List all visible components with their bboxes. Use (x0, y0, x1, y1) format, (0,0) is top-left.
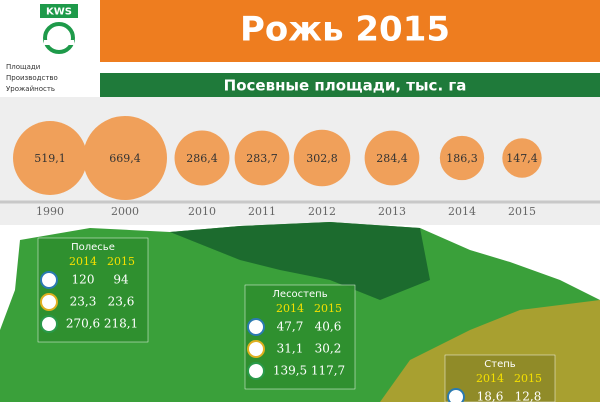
region-value: 40,6 (315, 320, 342, 334)
crop-icon (40, 293, 58, 311)
bubble (502, 138, 542, 178)
region-name: Лесостепь (272, 289, 327, 300)
bubble (83, 116, 167, 200)
region-value: 120 (72, 273, 95, 287)
region-value: 31,1 (277, 342, 304, 356)
region-value: 47,7 (277, 320, 304, 334)
bubble (364, 130, 420, 186)
x-tick-label: 2015 (508, 205, 536, 218)
region-value: 23,6 (108, 295, 135, 309)
x-tick-label: 2012 (308, 205, 336, 218)
menu-item[interactable]: Площади (6, 63, 40, 71)
value-label: 669,4 (109, 152, 141, 165)
year-header: 2014 (476, 372, 504, 385)
bubble (439, 135, 485, 181)
bubble (13, 121, 87, 195)
menu-item[interactable]: Производство (6, 74, 58, 82)
logo-plate (40, 4, 78, 18)
x-tick-label: 2010 (188, 205, 216, 218)
crop-icon (247, 318, 265, 336)
year-header: 2015 (514, 372, 542, 385)
logo-mark (43, 22, 75, 54)
region-value: 117,7 (311, 364, 345, 378)
region-name: Полесье (71, 242, 115, 253)
logo-text: KWS (46, 7, 72, 18)
region-value: 23,3 (70, 295, 97, 309)
bubble (174, 130, 230, 186)
year-header: 2014 (276, 302, 304, 315)
region-value: 139,5 (273, 364, 307, 378)
logo-mark (44, 40, 74, 45)
menu-item[interactable]: Урожайность (6, 85, 55, 93)
year-header: 2015 (107, 255, 135, 268)
x-tick-label: 2000 (111, 205, 139, 218)
region-value: 270,6 (66, 317, 100, 331)
region-value: 18,6 (477, 390, 504, 402)
map-region (170, 222, 430, 300)
year-header: 2014 (69, 255, 97, 268)
region-value: 30,2 (315, 342, 342, 356)
year-header: 2015 (314, 302, 342, 315)
subtitle: Посевные площади, тыс. га (224, 77, 467, 95)
x-tick-label: 2013 (378, 205, 406, 218)
title: Рожь 2015 (240, 10, 450, 50)
region-value: 94 (113, 273, 129, 287)
crop-icon (247, 340, 265, 358)
x-tick-label: 2014 (448, 205, 476, 218)
value-label: 186,3 (446, 152, 478, 165)
crop-icon (247, 362, 265, 380)
bubble (293, 129, 351, 187)
value-label: 147,4 (506, 152, 538, 165)
crop-icon (40, 315, 58, 333)
bubble (234, 130, 290, 186)
region-name: Степь (484, 359, 515, 370)
value-label: 519,1 (34, 152, 66, 165)
subtitle-bar (100, 73, 600, 97)
value-label: 286,4 (186, 152, 218, 165)
value-label: 284,4 (376, 152, 408, 165)
value-label: 283,7 (246, 152, 278, 165)
value-label: 302,8 (306, 152, 338, 165)
x-tick-label: 2011 (248, 205, 276, 218)
region-value: 218,1 (104, 317, 138, 331)
crop-icon (447, 388, 465, 402)
crop-icon (40, 271, 58, 289)
x-tick-label: 1990 (36, 205, 64, 218)
title-banner (100, 0, 600, 62)
region-value: 12,8 (515, 390, 542, 402)
